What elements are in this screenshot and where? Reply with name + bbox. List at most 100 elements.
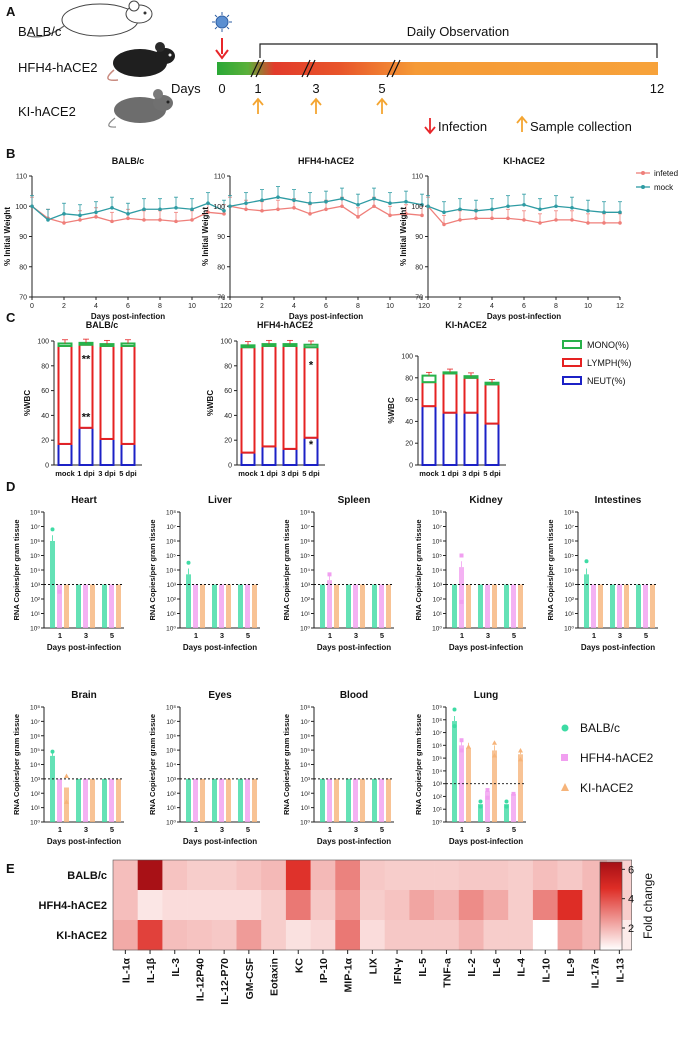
weight-chart-2: HFH4-hACE2 70 80 90 100 110 0 2 4 6 8 10 12 Days post… [201,156,426,321]
data-point [206,210,210,215]
data-point [308,212,312,216]
rna-bar [584,574,589,628]
rna-bar [617,584,622,628]
rna-point [57,589,62,594]
heatmap-col-label: IL-9 [565,958,577,977]
rna-bar [650,584,655,628]
y-tick-label: 80 [415,264,423,271]
y-axis-label: RNA Copies/per gram tissue [414,714,423,815]
y-tick-label: 10² [301,597,311,604]
mono-bar [99,343,115,347]
heatmap-cell [384,890,410,921]
rna-bar [334,778,339,822]
data-point [538,207,542,212]
data-point [490,216,494,221]
heatmap-cell [360,920,385,951]
rna-bar [452,721,457,822]
rna-bar [624,584,629,628]
y-tick-label: 10⁴ [432,768,442,775]
data-point [586,208,590,213]
colorbar-tick-label: 4 [628,894,634,906]
mono-bar [120,342,136,347]
x-tick-label: 1 [58,631,62,640]
y-tick-label: 10⁸ [432,717,442,724]
x-tick-label: mock [55,469,75,478]
data-point [126,216,130,221]
heatmap-cell [483,860,509,891]
heatmap-cell [532,920,558,951]
lymph-bar [261,344,277,448]
legend-marker-infected [641,171,645,175]
heatmap-col-label: IL-6 [491,958,503,977]
y-tick-label: 0 [228,463,232,470]
x-tick-label: 3 dpi [281,469,299,478]
rna-bar [485,791,490,822]
x-tick-label: 2 [260,303,264,310]
heatmap-col-label: IL-13 [614,958,626,983]
mouse-white-icon [27,0,153,38]
day-tick-12: 12 [650,81,664,96]
heatmap-cell [409,920,435,951]
chart-title: Blood [340,690,368,701]
heatmap-cell [137,860,163,891]
y-tick-label: 10⁴ [30,762,40,769]
rna-bar [610,584,615,628]
heatmap-cell [458,860,484,891]
heatmap-cell [508,920,534,951]
x-axis-label: Days post-infection [289,312,363,321]
y-tick-label: 10¹ [301,805,311,812]
heatmap-row-label: KI-hACE2 [56,930,107,942]
y-axis-label: RNA Copies/per gram tissue [12,520,21,621]
data-point [442,210,446,215]
y-tick-label: 10⁷ [300,524,310,531]
x-axis-label: Days post-infection [449,837,523,846]
data-point [324,207,328,212]
heatmap-cell [360,890,385,921]
mono-bar [463,375,479,379]
x-axis-label: Days post-infection [317,643,391,652]
chart-title: HFH4-hACE2 [298,156,354,166]
rna-point [327,572,332,577]
mono-bar [484,381,500,386]
rna-point [452,724,457,729]
heatmap-cell [113,860,138,891]
data-point [442,222,446,227]
y-axis-label: % Initial Weight [3,207,12,266]
y-tick-label: 10⁴ [166,568,176,575]
data-point [458,218,462,222]
y-tick-label: 10¹ [167,805,177,812]
y-axis-label: % Initial Weight [201,207,210,266]
legend-label-hfh4: HFH4-hACE2 [580,751,654,765]
y-tick-label: 40 [41,413,49,420]
x-tick-label: 1 [592,631,596,640]
data-point [276,195,280,199]
rna-bar [379,778,384,822]
x-tick-label: 6 [126,303,130,310]
rna-bar [219,778,224,822]
x-tick-label: 3 [220,631,224,640]
data-point [404,212,408,216]
data-point [244,207,248,212]
legend-swatch-2 [562,376,582,385]
rna-bar [327,580,332,628]
sample-arrows [252,97,388,114]
data-point [420,202,424,207]
heatmap-cell [162,860,188,891]
x-tick-label: 5 [644,631,648,640]
rna-bar [238,778,243,822]
rna-point [459,553,464,558]
y-axis-label: RNA Copies/per gram tissue [148,714,157,815]
y-tick-label: 10³ [301,776,311,783]
heatmap-cell [310,920,336,951]
neut-bar [57,442,73,467]
data-point [538,221,542,225]
heatmap-cell [187,920,213,951]
y-tick-label: 10¹ [31,805,41,812]
rna-bar [636,584,641,628]
panel-label-b: B [6,146,15,161]
legend-label-infected: infeted [654,169,678,178]
heatmap-col-label: IFN-γ [392,958,404,984]
data-point [158,207,162,212]
